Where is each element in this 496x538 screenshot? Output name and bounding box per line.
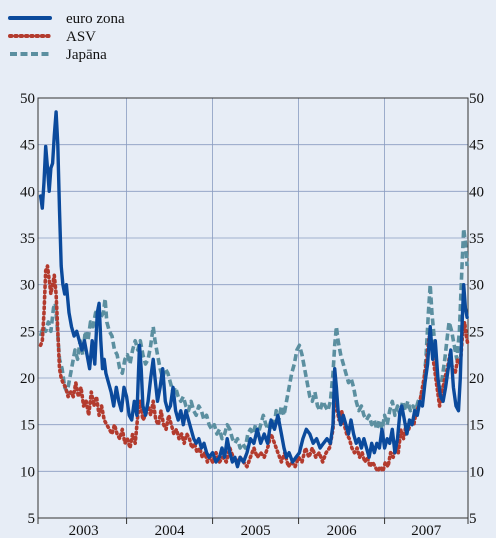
x-tick-label-2007: 2007 — [411, 523, 442, 538]
y-tick-label-right-6: 30 — [469, 278, 484, 294]
y-tick-label-right-1: 5 — [469, 511, 477, 527]
plot-frame — [37, 97, 469, 519]
x-tick-label-2003: 2003 — [69, 523, 99, 538]
x-tick-label-2004: 2004 — [155, 523, 186, 538]
series-line-euro-zona — [38, 110, 469, 469]
y-tick-label-left-9: 45 — [20, 138, 35, 154]
y-tick-label-left-8: 40 — [20, 184, 35, 200]
y-tick-label-right-2: 10 — [469, 464, 484, 480]
y-tick-label-left-4: 20 — [20, 371, 35, 387]
x-tick-label-2006: 2006 — [327, 523, 358, 538]
y-tick-label-left-2: 10 — [20, 464, 35, 480]
plot-area: 5 5 10 10 15 15 20 20 25 25 30 30 35 35 40 40 45 45 50 50 20… — [20, 91, 484, 538]
y-tick-label-right-7: 35 — [469, 231, 484, 247]
x-tick-label-2005: 2005 — [241, 523, 271, 538]
legend-label-1: euro zona — [66, 11, 125, 27]
y-tick-label-left-1: 5 — [28, 511, 36, 527]
y-tick-label-right-8: 40 — [469, 184, 484, 200]
y-tick-label-right-10: 50 — [469, 91, 484, 107]
y-tick-label-left-5: 25 — [20, 324, 35, 340]
y-tick-label-right-5: 25 — [469, 324, 484, 340]
y-tick-label-left-10: 50 — [20, 91, 35, 107]
legend-label-2: ASV — [66, 29, 96, 45]
y-tick-label-left-6: 30 — [20, 278, 35, 294]
y-tick-label-right-4: 20 — [469, 371, 484, 387]
legend: euro zona ASV Japāna — [8, 11, 125, 63]
y-tick-label-left-7: 35 — [20, 231, 35, 247]
y-tick-label-right-9: 45 — [469, 138, 484, 154]
y-tick-label-right-3: 15 — [469, 418, 484, 434]
y-tick-label-left-3: 15 — [20, 418, 35, 434]
legend-label-3: Japāna — [66, 47, 107, 63]
